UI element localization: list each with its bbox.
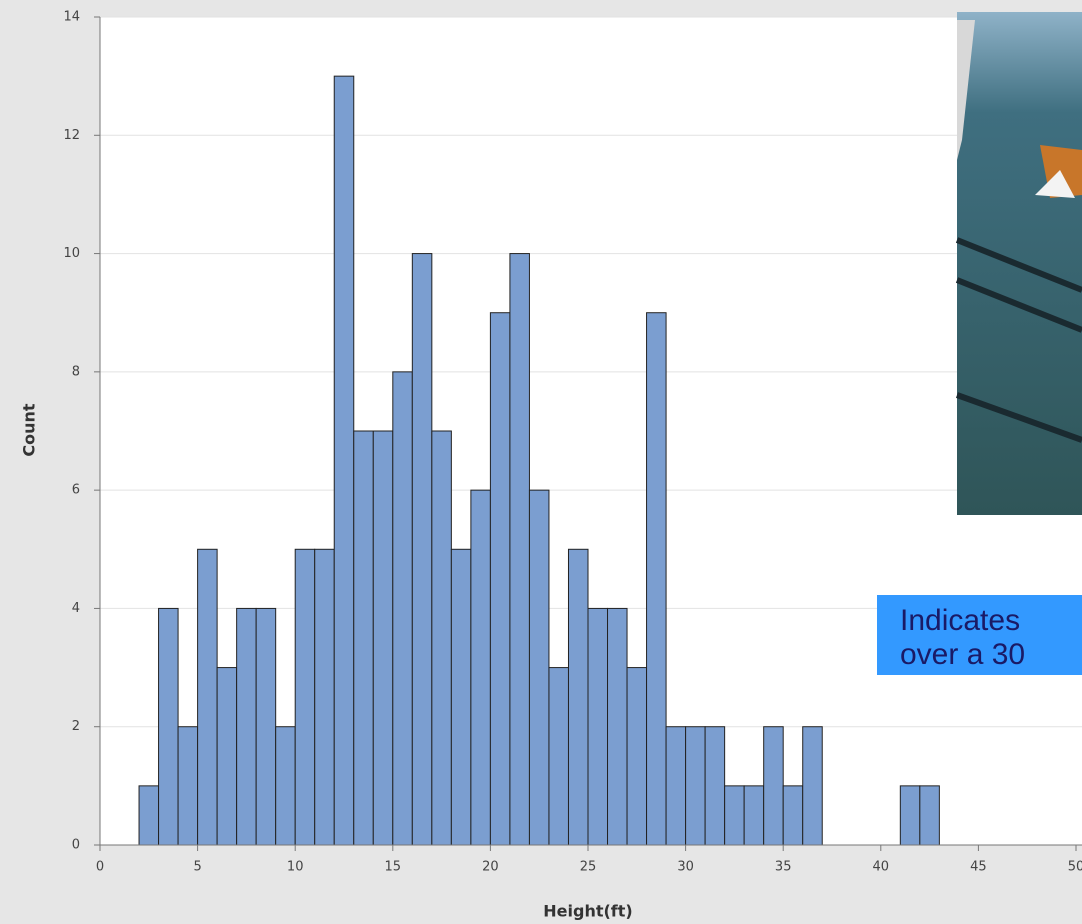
bar — [432, 431, 452, 845]
bar — [315, 549, 335, 845]
x-tick-label: 40 — [873, 860, 890, 875]
bar — [705, 727, 725, 845]
bar — [803, 727, 823, 845]
y-tick-label: 6 — [72, 483, 80, 498]
bar — [549, 668, 569, 845]
bar — [198, 549, 218, 845]
bar — [334, 76, 354, 845]
bar — [568, 549, 588, 845]
x-tick-label: 10 — [287, 860, 304, 875]
bar — [588, 608, 608, 845]
bar — [686, 727, 706, 845]
bar — [471, 490, 491, 845]
bar — [666, 727, 686, 845]
y-tick-label: 10 — [63, 246, 80, 261]
y-axis-title: Count — [20, 403, 39, 457]
x-tick-label: 0 — [96, 860, 104, 875]
y-tick-label: 14 — [63, 10, 80, 25]
x-tick-label: 45 — [970, 860, 987, 875]
bar — [373, 431, 393, 845]
bar — [744, 786, 764, 845]
bar — [920, 786, 940, 845]
y-tick-label: 4 — [72, 601, 80, 616]
bar — [139, 786, 159, 845]
x-axis-title: Height(ft) — [543, 902, 632, 921]
bar — [451, 549, 471, 845]
bar — [608, 608, 628, 845]
bar — [725, 786, 745, 845]
annotation-text: Indicates — [900, 604, 1020, 637]
x-tick-label: 25 — [580, 860, 597, 875]
bar — [627, 668, 647, 845]
x-tick-label: 20 — [482, 860, 499, 875]
bar — [510, 254, 530, 845]
bar — [647, 313, 667, 845]
bar — [354, 431, 374, 845]
x-tick-label: 30 — [677, 860, 694, 875]
annotation-box: Indicates over a 30 — [877, 595, 1082, 675]
bar — [783, 786, 803, 845]
x-tick-label: 15 — [385, 860, 402, 875]
y-tick-label: 12 — [63, 128, 80, 143]
x-tick-label: 35 — [775, 860, 792, 875]
bar — [276, 727, 296, 845]
bar — [900, 786, 920, 845]
bar — [178, 727, 198, 845]
bar — [490, 313, 510, 845]
bar — [412, 254, 432, 845]
bar — [159, 608, 179, 845]
bar — [393, 372, 413, 845]
x-tick-label: 50 — [1068, 860, 1082, 875]
bar — [764, 727, 784, 845]
chart: 0 2 4 6 8 10 12 14 0 5 10 15 20 25 30 35 40 45 50 Height(f… — [0, 0, 1082, 924]
bar — [256, 608, 276, 845]
bar — [217, 668, 237, 845]
photo — [957, 12, 1082, 515]
x-tick-label: 5 — [193, 860, 201, 875]
bar — [529, 490, 549, 845]
y-tick-label: 2 — [72, 719, 80, 734]
y-tick-label: 8 — [72, 364, 80, 379]
y-tick-label: 0 — [72, 838, 80, 853]
annotation-text: over a 30 — [900, 638, 1025, 671]
page: {"chart_data": {"type": "histogram", "x_… — [0, 0, 1082, 924]
bar — [295, 549, 315, 845]
bar — [237, 608, 257, 845]
